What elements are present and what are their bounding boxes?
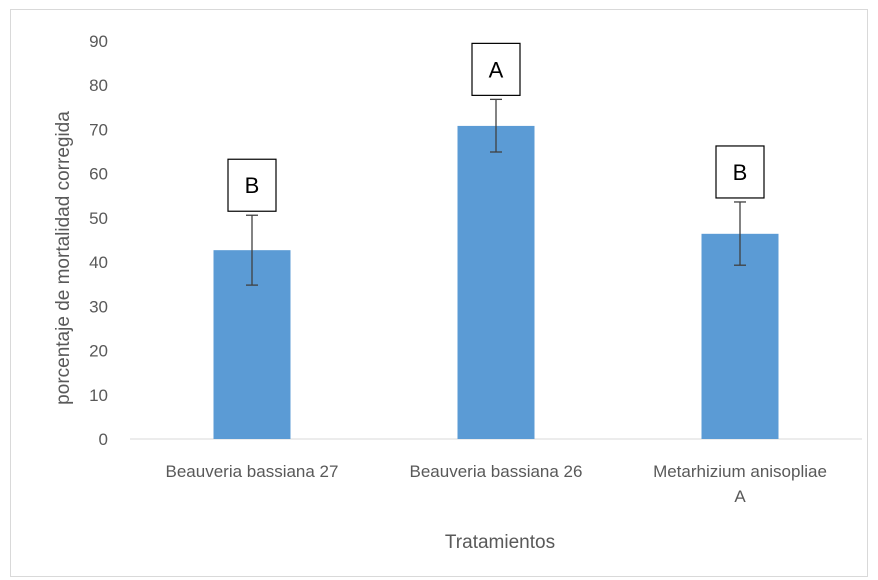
bars — [213, 125, 779, 439]
y-tick-label: 20 — [89, 342, 108, 361]
significance-letter-box: B — [227, 158, 277, 212]
x-tick-label: Beauveria bassiana 27 — [166, 462, 339, 481]
x-tick-label: Metarhizium anisopliae — [653, 462, 827, 481]
significance-letter-box: B — [715, 145, 765, 199]
y-tick-label: 40 — [89, 253, 108, 272]
significance-letter: B — [733, 160, 748, 185]
y-tick-label: 70 — [89, 120, 108, 139]
error-bar — [246, 214, 258, 286]
letter-box-border — [471, 42, 521, 96]
y-axis-title: porcentaje de mortalidad corregida — [53, 111, 74, 405]
x-tick-label: Beauveria bassiana 26 — [410, 462, 583, 481]
error-bar — [734, 201, 746, 266]
error-bar — [490, 98, 502, 153]
significance-letter-box: A — [471, 42, 521, 96]
y-tick-label: 30 — [89, 297, 108, 316]
x-axis-title: Tratamientos — [445, 532, 555, 553]
bar — [457, 125, 535, 439]
letter-box-border — [715, 145, 765, 199]
significance-letters: B A B — [227, 42, 765, 212]
y-tick-label: 80 — [89, 76, 108, 95]
y-tick-label: 60 — [89, 165, 108, 184]
significance-letter: A — [489, 57, 504, 82]
letter-box-border — [227, 158, 277, 212]
y-tick-label: 90 — [89, 32, 108, 51]
y-tick-label: 0 — [99, 430, 108, 449]
x-tick-label: A — [734, 487, 746, 506]
significance-letter: B — [245, 173, 260, 198]
y-axis-ticks: 0 10 20 30 40 50 60 70 80 90 — [89, 32, 108, 449]
x-axis-ticks: Beauveria bassiana 27 Beauveria bassiana … — [166, 462, 827, 506]
bar — [701, 233, 779, 439]
error-bars — [246, 98, 746, 286]
y-tick-label: 50 — [89, 209, 108, 228]
y-tick-label: 10 — [89, 386, 108, 405]
